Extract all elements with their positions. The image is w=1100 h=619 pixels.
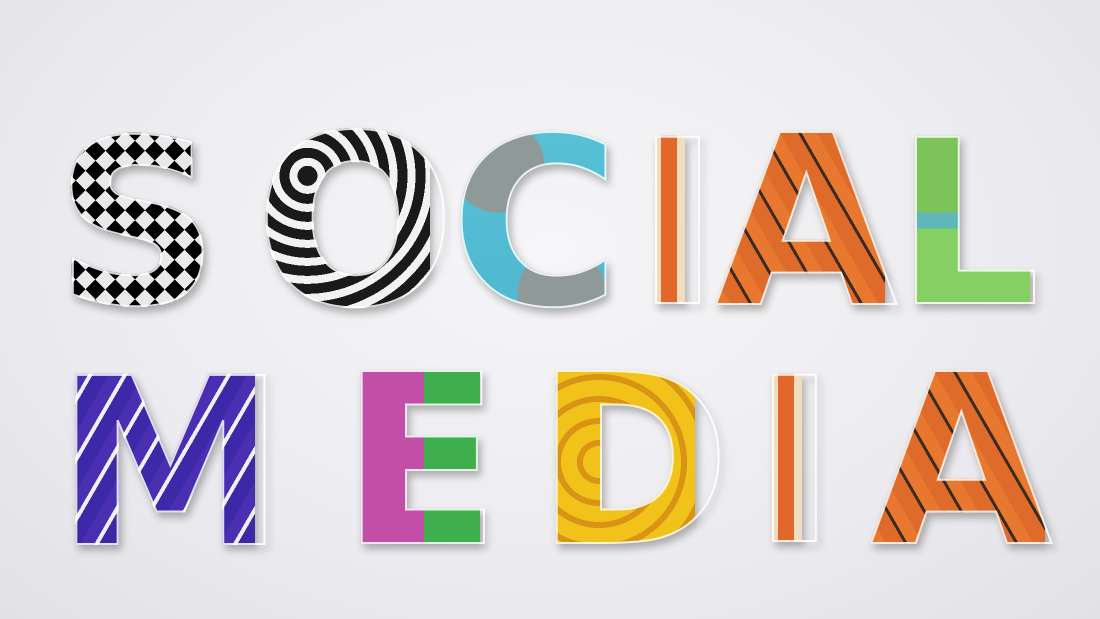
letter-d: D xyxy=(534,324,732,599)
letter-i: I xyxy=(634,91,721,357)
letter-l: L xyxy=(894,91,1041,357)
letter-m: M xyxy=(54,329,287,599)
letter-o: O xyxy=(254,85,457,360)
letter-a: A xyxy=(869,324,1054,599)
letter-a: A xyxy=(714,85,899,360)
letter-i: I xyxy=(751,329,838,595)
letter-c: C xyxy=(449,89,621,359)
letter-s: S xyxy=(54,91,220,357)
letter-e: E xyxy=(339,324,502,599)
